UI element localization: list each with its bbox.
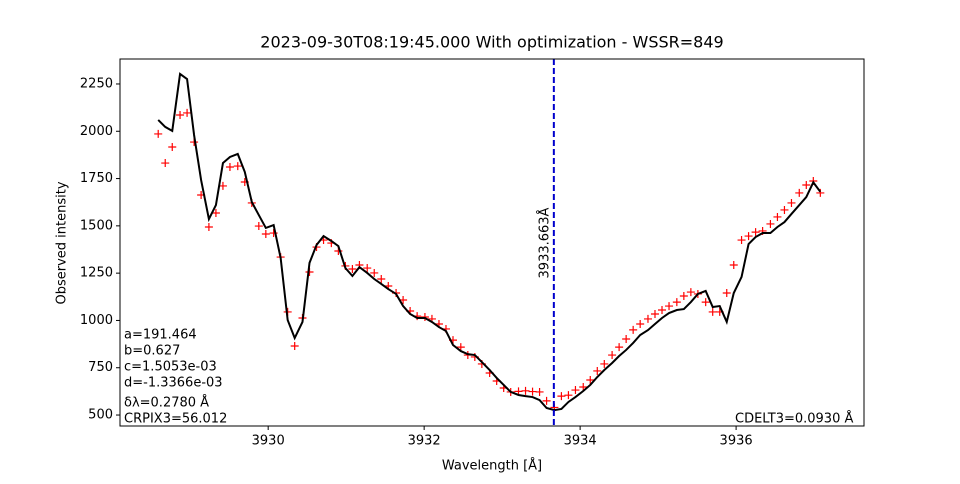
data-marker — [528, 387, 537, 396]
y-tick-label: 750 — [88, 360, 113, 375]
data-marker — [622, 334, 631, 343]
data-marker — [456, 343, 465, 352]
data-marker — [729, 261, 738, 270]
data-marker — [571, 386, 580, 395]
y-tick-label: 1750 — [80, 171, 113, 186]
data-marker — [363, 264, 372, 273]
data-marker — [608, 351, 617, 360]
plot-area — [154, 72, 825, 412]
y-tick-label: 1000 — [80, 313, 113, 328]
data-marker — [370, 268, 379, 277]
data-marker — [658, 306, 667, 315]
data-marker — [183, 108, 192, 117]
data-marker — [650, 310, 659, 319]
fit-parameter: CRPIX3=56.012 — [124, 412, 227, 427]
data-marker — [535, 387, 544, 396]
x-tick-label: 3936 — [720, 434, 753, 449]
data-marker — [168, 142, 177, 151]
x-tick-label: 3930 — [252, 434, 285, 449]
data-marker — [672, 298, 681, 307]
data-marker — [737, 236, 746, 245]
data-marker — [708, 307, 717, 316]
data-marker — [773, 212, 782, 221]
data-marker — [686, 288, 695, 297]
data-marker — [204, 222, 213, 231]
fit-parameter: δλ=0.2780 Å — [124, 395, 209, 411]
data-marker — [154, 129, 163, 138]
data-marker — [261, 229, 270, 238]
data-marker — [802, 180, 811, 189]
data-marker — [629, 325, 638, 334]
chart-title: 2023-09-30T08:19:45.000 With optimizatio… — [260, 33, 723, 52]
data-marker — [233, 162, 242, 171]
data-marker — [348, 264, 357, 273]
fit-parameter: b=0.627 — [124, 344, 180, 359]
data-marker — [290, 341, 299, 350]
data-marker — [701, 298, 710, 307]
data-marker — [211, 208, 220, 217]
data-marker — [586, 376, 595, 385]
fit-line — [157, 72, 822, 412]
data-marker — [218, 181, 227, 190]
y-tick-label: 1500 — [80, 218, 113, 233]
fit-parameter: a=191.464 — [124, 328, 197, 343]
data-marker — [521, 386, 530, 395]
y-tick-label: 2000 — [80, 124, 113, 139]
data-marker — [600, 359, 609, 368]
data-marker — [636, 320, 645, 329]
fit-parameter: c=1.5053e-03 — [124, 360, 217, 375]
data-marker — [787, 198, 796, 207]
y-tick-label: 2250 — [80, 76, 113, 91]
data-marker — [766, 219, 775, 228]
data-marker — [665, 302, 674, 311]
y-tick-label: 500 — [88, 408, 113, 423]
reference-label: 3933.663Å — [536, 207, 552, 278]
data-marker — [176, 110, 185, 119]
data-marker — [161, 159, 170, 168]
data-marker — [542, 396, 551, 405]
data-marker — [643, 314, 652, 323]
data-marker — [751, 228, 760, 237]
data-marker — [564, 391, 573, 400]
data-marker — [722, 289, 731, 298]
data-marker — [744, 232, 753, 241]
x-tick-label: 3932 — [408, 434, 441, 449]
data-marker — [593, 366, 602, 375]
data-marker — [615, 343, 624, 352]
plot-frame — [119, 58, 865, 427]
data-marker — [780, 205, 789, 214]
y-tick-label: 1250 — [80, 266, 113, 281]
corner-note: CDELT3=0.0930 Å — [735, 411, 853, 427]
y-axis-label: Observed intensity — [55, 181, 70, 304]
data-marker — [225, 163, 234, 172]
data-marker — [679, 292, 688, 301]
data-marker — [254, 222, 263, 231]
x-axis-label: Wavelength [Å] — [442, 458, 542, 474]
data-marker — [377, 275, 386, 284]
data-marker — [795, 188, 804, 197]
data-marker — [557, 392, 566, 401]
x-tick-label: 3934 — [564, 434, 597, 449]
fit-parameter: d=-1.3366e-03 — [124, 376, 223, 391]
